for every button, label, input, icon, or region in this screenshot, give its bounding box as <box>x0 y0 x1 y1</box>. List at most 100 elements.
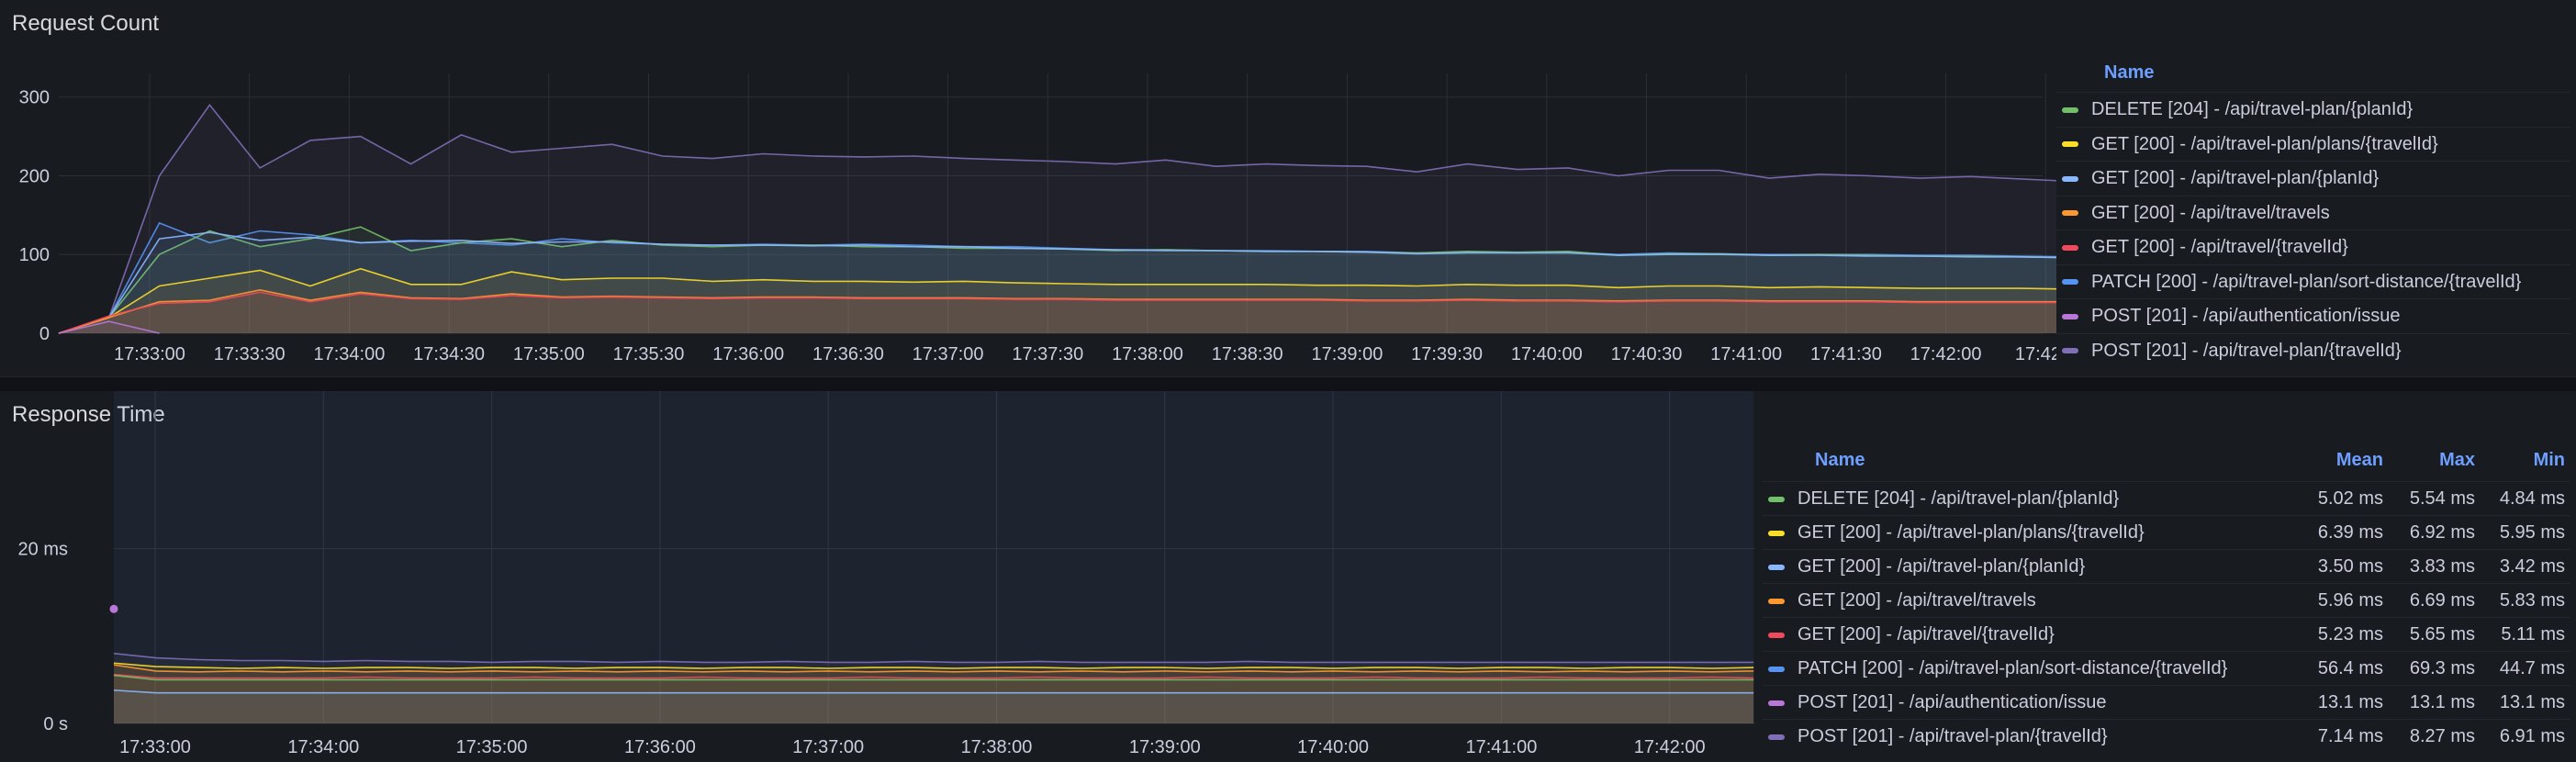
legend-item[interactable]: PATCH [200] - /api/travel-plan/sort-dist… <box>1763 651 2570 686</box>
legend-item-label: GET [200] - /api/travel-plan/plans/{trav… <box>1798 522 2145 543</box>
legend-item[interactable]: GET [200] - /api/travel/{travelId} <box>2056 230 2570 264</box>
x-tick-label: 17:37:30 <box>1012 344 1083 364</box>
series-color-swatch <box>2062 279 2078 285</box>
x-tick-label: 17:33:30 <box>214 344 286 364</box>
series-area <box>59 222 2056 333</box>
legend-item-label: PATCH [200] - /api/travel-plan/sort-dist… <box>1798 658 2228 678</box>
series-line <box>58 103 2056 334</box>
legend-min-value: 44.7 ms <box>2499 658 2565 678</box>
legend-min-value: 4.84 ms <box>2499 488 2565 509</box>
x-tick-label: 17:41:00 <box>1710 344 1782 364</box>
series-group <box>109 391 1754 723</box>
response-time-chart[interactable]: 60 ms40 ms20 ms0 s17:33:0017:34:0017:35:… <box>0 391 1763 762</box>
legend-item-label: DELETE [204] - /api/travel-plan/{planId} <box>2091 99 2414 119</box>
y-tick-label: 0 <box>39 324 50 344</box>
legend-item-label: GET [200] - /api/travel/{travelId} <box>1798 624 2055 644</box>
legend-item-label: GET [200] - /api/travel-plan/{planId} <box>2091 168 2380 188</box>
legend-item[interactable]: PATCH [200] - /api/travel-plan/sort-dist… <box>2056 263 2570 299</box>
panel-title[interactable]: Response Time <box>12 402 165 427</box>
series-area <box>59 292 2056 333</box>
legend-max-value: 5.54 ms <box>2409 488 2475 509</box>
series-line <box>113 653 1754 664</box>
legend-item[interactable]: POST [201] - /api/authentication/issue <box>2056 298 2570 333</box>
series-area <box>114 675 1754 723</box>
legend-item[interactable]: DELETE [204] - /api/travel-plan/{planId} <box>2056 92 2570 127</box>
legend-item[interactable]: GET [200] - /api/travel/{travelId} 5.23 m… <box>1763 617 2570 652</box>
legend-item-label: GET [200] - /api/travel-plan/{planId} <box>1798 556 2086 577</box>
x-tick-label: 17:41:30 <box>1810 344 1882 364</box>
series-line <box>58 291 2056 334</box>
legend-mean-value: 5.02 ms <box>2317 488 2383 509</box>
series-color-swatch <box>1768 530 1785 536</box>
legend-item[interactable]: POST [201] - /api/travel-plan/{travelId} <box>2056 332 2570 368</box>
x-tick-label: 17:37:00 <box>792 737 864 757</box>
x-tick-label: 17:42:3 <box>2015 344 2056 364</box>
legend-item[interactable]: GET [200] - /api/travel/travels 5.96 ms 6.… <box>1763 583 2570 618</box>
legend-name-header: Name <box>2104 62 2155 83</box>
legend-min-value: 5.11 ms <box>2501 624 2565 644</box>
x-tick-label: 17:40:30 <box>1611 344 1683 364</box>
series-area <box>59 321 160 333</box>
legend-item-label: DELETE [204] - /api/travel-plan/{planId} <box>1798 488 2120 509</box>
series-group <box>58 103 2056 334</box>
series-line <box>113 673 1754 679</box>
x-tick-label: 17:36:00 <box>712 344 784 364</box>
legend-max-value: 3.83 ms <box>2409 556 2475 577</box>
legend-item[interactable]: GET [200] - /api/travel/travels <box>2056 195 2570 230</box>
series-line <box>58 267 2056 334</box>
legend-item-label: PATCH [200] - /api/travel-plan/sort-dist… <box>2091 271 2522 292</box>
grid <box>59 73 2046 334</box>
series-color-swatch <box>2062 210 2078 216</box>
x-tick-label: 17:33:00 <box>114 344 185 364</box>
y-tick-label: 20 ms <box>18 540 68 560</box>
x-tick-label: 17:36:30 <box>812 344 884 364</box>
series-line <box>113 664 1754 673</box>
series-color-swatch <box>1768 734 1785 740</box>
series-line <box>113 689 1754 694</box>
x-tick-label: 17:41:00 <box>1465 737 1537 757</box>
x-tick-label: 17:34:00 <box>287 737 359 757</box>
series-color-swatch <box>1768 496 1785 502</box>
panel-title[interactable]: Request Count <box>12 11 160 36</box>
series-area <box>114 689 1754 723</box>
x-tick-label: 17:39:30 <box>1411 344 1483 364</box>
legend-item-label: GET [200] - /api/travel/travels <box>1798 590 2036 611</box>
legend-min-header[interactable]: Min <box>2533 450 2565 470</box>
series-color-swatch <box>2062 313 2078 319</box>
x-tick-label: 17:39:00 <box>1311 344 1383 364</box>
response-time-panel: Response Time 60 ms40 ms20 ms0 s17:33:00… <box>0 391 2576 762</box>
legend-item[interactable]: GET [200] - /api/travel-plan/{planId} <box>2056 161 2570 196</box>
legend-min-value: 5.83 ms <box>2499 590 2565 611</box>
legend-item[interactable]: GET [200] - /api/travel-plan/plans/{trav… <box>1763 515 2570 550</box>
legend-item-label: POST [201] - /api/authentication/issue <box>2091 306 2401 326</box>
legend-item[interactable]: GET [200] - /api/travel-plan/{planId} 3.5… <box>1763 549 2570 584</box>
legend-max-value: 6.69 ms <box>2409 590 2475 611</box>
legend-max-value: 5.65 ms <box>2409 624 2475 644</box>
series-color-swatch <box>1768 666 1785 672</box>
x-tick-label: 17:42:00 <box>1634 737 1706 757</box>
series-color-swatch <box>2062 106 2078 113</box>
x-tick-label: 17:35:00 <box>456 737 528 757</box>
legend-item[interactable]: POST [201] - /api/authentication/issue 13… <box>1763 685 2570 720</box>
legend-mean-value: 7.14 ms <box>2317 726 2383 746</box>
request-count-panel: Request Count 300 200 100 0 17:33:00 17:33:30… <box>0 0 2576 376</box>
x-tick-label: 17:34:30 <box>413 344 485 364</box>
x-tick-label: 17:35:30 <box>613 344 685 364</box>
legend-mean-value: 5.23 ms <box>2317 624 2383 644</box>
legend-max-header[interactable]: Max <box>2439 450 2475 470</box>
legend-mean-header[interactable]: Mean <box>2335 450 2383 470</box>
panel-gap <box>0 376 2576 392</box>
legend-min-value: 13.1 ms <box>2499 692 2565 712</box>
legend-item[interactable]: GET [200] - /api/travel-plan/plans/{trav… <box>2056 126 2570 162</box>
series-line <box>58 288 2056 334</box>
legend-max-value: 6.92 ms <box>2409 522 2475 543</box>
legend-name-header[interactable]: Name <box>1815 450 1865 470</box>
legend-item[interactable]: DELETE [204] - /api/travel-plan/{planId}… <box>1763 481 2570 516</box>
legend-item[interactable]: POST [201] - /api/travel-plan/{travelId}… <box>1763 719 2570 754</box>
series-color-swatch <box>2062 244 2078 251</box>
legend-min-value: 3.42 ms <box>2499 556 2565 577</box>
request-count-chart[interactable]: 300 200 100 0 17:33:00 17:33:30 17:34:00 17:34:… <box>0 0 2056 376</box>
legend-min-value: 6.91 ms <box>2499 726 2565 746</box>
x-tick-label: 17:42:00 <box>1910 344 1982 364</box>
x-tick-label: 17:38:00 <box>961 737 1033 757</box>
